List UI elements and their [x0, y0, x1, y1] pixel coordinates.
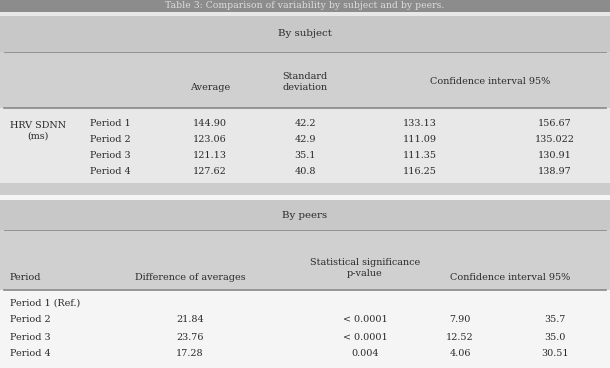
Text: Period 4: Period 4 — [90, 167, 131, 177]
Bar — [0, 195, 610, 200]
Text: Period 4: Period 4 — [10, 350, 51, 358]
Text: 130.91: 130.91 — [538, 152, 572, 160]
Text: < 0.0001: < 0.0001 — [343, 315, 387, 325]
Text: 121.13: 121.13 — [193, 152, 227, 160]
Text: 21.84: 21.84 — [176, 315, 204, 325]
Text: Difference of averages: Difference of averages — [135, 273, 245, 283]
Text: 30.51: 30.51 — [541, 350, 569, 358]
Bar — [0, 230, 610, 290]
Bar — [0, 290, 610, 368]
Text: Period 1 (Ref.): Period 1 (Ref.) — [10, 298, 81, 308]
Text: 35.7: 35.7 — [544, 315, 565, 325]
Text: 111.09: 111.09 — [403, 135, 437, 145]
Text: Standard
deviation: Standard deviation — [282, 72, 328, 92]
Bar — [0, 16, 610, 52]
Text: Average: Average — [190, 84, 230, 92]
Text: 12.52: 12.52 — [446, 333, 474, 342]
Text: Period 2: Period 2 — [90, 135, 131, 145]
Text: 135.022: 135.022 — [535, 135, 575, 145]
Text: 40.8: 40.8 — [294, 167, 316, 177]
Bar — [0, 0, 610, 12]
Text: 133.13: 133.13 — [403, 120, 437, 128]
Text: Statistical significance
p-value: Statistical significance p-value — [310, 258, 420, 278]
Text: Table 3: Comparison of variability by subject and by peers.: Table 3: Comparison of variability by su… — [165, 1, 445, 11]
Text: HRV SDNN
(ms): HRV SDNN (ms) — [10, 121, 66, 141]
Text: By peers: By peers — [282, 210, 328, 219]
Bar — [0, 183, 610, 195]
Text: 23.76: 23.76 — [176, 333, 204, 342]
Bar — [0, 12, 610, 16]
Text: 156.67: 156.67 — [538, 120, 572, 128]
Text: 123.06: 123.06 — [193, 135, 227, 145]
Text: Period 3: Period 3 — [10, 333, 51, 342]
Bar — [0, 52, 610, 108]
Text: 42.9: 42.9 — [294, 135, 316, 145]
Text: By subject: By subject — [278, 29, 332, 39]
Text: 4.06: 4.06 — [449, 350, 471, 358]
Text: 111.35: 111.35 — [403, 152, 437, 160]
Text: 35.1: 35.1 — [294, 152, 316, 160]
Text: 7.90: 7.90 — [450, 315, 471, 325]
Text: 42.2: 42.2 — [294, 120, 316, 128]
Text: Period: Period — [10, 273, 41, 283]
Text: Confidence interval 95%: Confidence interval 95% — [430, 78, 550, 86]
Text: 17.28: 17.28 — [176, 350, 204, 358]
Text: < 0.0001: < 0.0001 — [343, 333, 387, 342]
Text: 127.62: 127.62 — [193, 167, 227, 177]
Bar — [0, 200, 610, 230]
Bar — [0, 108, 610, 183]
Text: Period 3: Period 3 — [90, 152, 131, 160]
Text: Confidence interval 95%: Confidence interval 95% — [450, 273, 570, 283]
Text: 116.25: 116.25 — [403, 167, 437, 177]
Text: Period 1: Period 1 — [90, 120, 131, 128]
Text: 138.97: 138.97 — [538, 167, 572, 177]
Text: 0.004: 0.004 — [351, 350, 379, 358]
Text: 144.90: 144.90 — [193, 120, 227, 128]
Text: 35.0: 35.0 — [544, 333, 565, 342]
Text: Period 2: Period 2 — [10, 315, 51, 325]
